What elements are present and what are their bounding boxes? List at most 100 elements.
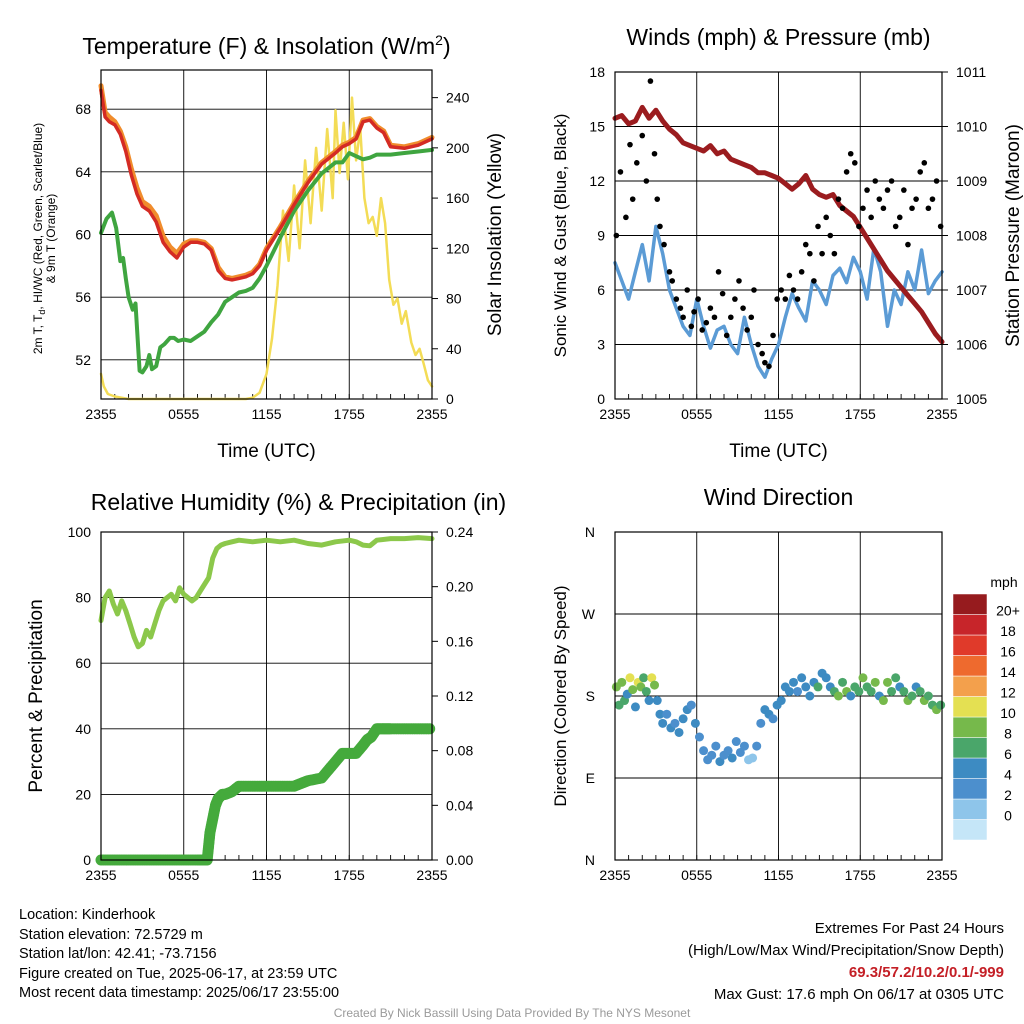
gust-point	[798, 269, 805, 275]
gust-point	[843, 169, 850, 175]
gust-point	[933, 178, 940, 184]
credit-line: Created By Nick Bassill Using Data Provi…	[333, 1006, 691, 1020]
winds-y-label: Sonic Wind & Gust (Blue, Black)	[551, 114, 570, 358]
data-timestamp: Most recent data timestamp: 2025/06/17 2…	[19, 985, 340, 1001]
x-tick-label: 2355	[416, 406, 447, 422]
y-left-tick-label: 9	[597, 228, 605, 244]
winds-plot-frame	[614, 71, 943, 400]
ylabel-subscript: d	[37, 310, 47, 315]
colorbar-label: 8	[1004, 725, 1012, 741]
gust-point	[688, 323, 695, 330]
wind-direction-point	[752, 741, 762, 751]
sonic-wind-line	[613, 224, 944, 379]
colorbar-label: 2	[1004, 787, 1012, 803]
x-tick-label: 1155	[251, 867, 281, 883]
colorbar-box	[952, 655, 988, 677]
wind-direction-point	[727, 753, 737, 763]
gust-point	[707, 305, 714, 311]
gust-point	[864, 187, 870, 193]
y-left-tick-label: 40	[75, 721, 91, 737]
gust-point	[774, 296, 780, 302]
x-tick-label: 2355	[599, 406, 630, 422]
gust-point	[728, 314, 734, 321]
y-right-tick-label: 0.20	[446, 579, 473, 595]
gust-point	[884, 187, 891, 193]
wind-direction-point	[739, 741, 749, 751]
gust-point	[673, 296, 680, 302]
wind-direction-point	[887, 686, 897, 696]
colorbar-box	[952, 798, 988, 820]
wind-direction-point	[670, 718, 680, 728]
gust-point	[666, 269, 673, 275]
wind-direction-point	[628, 685, 638, 695]
x-tick-label: 1155	[763, 406, 793, 422]
gust-point	[703, 319, 710, 326]
gust-point	[736, 278, 742, 284]
station-location: Location: Kinderhook	[19, 907, 156, 923]
gust-point	[921, 160, 928, 166]
extremes-title: Extremes For Past 24 Hours	[814, 920, 1004, 937]
wind-direction-point	[883, 677, 892, 687]
gust-point	[794, 296, 801, 302]
direction-tick-label: E	[586, 770, 595, 786]
gust-point	[925, 205, 932, 212]
wind-direction-point	[793, 686, 803, 696]
wind-direction-point	[936, 700, 946, 710]
gust-point	[695, 296, 701, 302]
y-right-tick-label: 200	[446, 140, 470, 156]
gust-point	[917, 169, 923, 175]
gust-point	[755, 341, 761, 348]
wind-direction-point	[650, 680, 660, 690]
x-tick-label: 2355	[926, 867, 957, 883]
x-tick-label: 0555	[681, 406, 712, 422]
gust-point	[680, 314, 686, 321]
extremes-panel: Extremes For Past 24 Hours (High/Low/Max…	[688, 918, 1004, 1006]
rh-plot-frame	[100, 531, 433, 861]
x-axis-label: Time (UTC)	[729, 441, 828, 462]
y-right-tick-label: 0.16	[446, 633, 473, 649]
temperature-y-label: 2m T, Td, HI/WC (Red, Green, Scarlet/Blu…	[31, 123, 47, 354]
wind-direction-point	[756, 718, 766, 728]
title-tail: )	[443, 33, 451, 59]
wind-direction-point	[768, 714, 778, 724]
wind-direction-point	[797, 673, 807, 683]
x-tick-label: 2355	[85, 867, 116, 883]
max-gust: Max Gust: 17.6 mph On 06/17 at 0305 UTC	[713, 986, 1004, 1003]
y-right-tick-label: 0	[446, 391, 454, 407]
gust-point	[711, 314, 718, 321]
wind-direction-point	[838, 677, 848, 687]
y-left-tick-label: 60	[75, 227, 91, 243]
gust-point	[762, 359, 768, 366]
gust-point	[835, 196, 842, 202]
gust-point	[732, 296, 738, 302]
wind-direction-point	[801, 682, 811, 692]
y-left-tick-label: 80	[75, 590, 91, 606]
gust-point	[839, 205, 846, 212]
y-left-tick-label: 15	[589, 119, 605, 135]
temp-2m-line	[99, 88, 434, 282]
y-right-tick-label: 80	[446, 291, 462, 307]
wind-direction-point	[821, 673, 831, 683]
y-right-tick-label: 240	[446, 90, 470, 106]
colorbar-box	[952, 778, 988, 800]
insolation-y-label: Solar Insolation (Yellow)	[485, 133, 506, 336]
wind-direction-point	[870, 677, 880, 687]
y-right-tick-label: 0.12	[446, 688, 473, 704]
wind-direction-point	[878, 696, 888, 706]
wind-direction-point	[655, 709, 665, 719]
x-tick-label: 0555	[168, 867, 199, 883]
station-latlon: Station lat/lon: 42.41; -73.7156	[19, 946, 217, 962]
direction-plot-frame	[614, 531, 943, 861]
colorbar-box	[952, 737, 988, 759]
x-tick-label: 1155	[763, 867, 793, 883]
colorbar-label: 16	[1000, 643, 1016, 659]
colorbar-label: 4	[1004, 766, 1012, 782]
colorbar-title: mph	[990, 574, 1017, 590]
title-superscript: 2	[435, 32, 443, 48]
y-right-tick-label: 0.24	[446, 524, 473, 540]
wind-direction-point	[690, 718, 700, 728]
direction-tick-label: S	[586, 688, 595, 704]
colorbar-box	[952, 819, 988, 841]
wind-direction-point	[678, 714, 688, 724]
colorbar-label: 10	[1000, 705, 1016, 721]
